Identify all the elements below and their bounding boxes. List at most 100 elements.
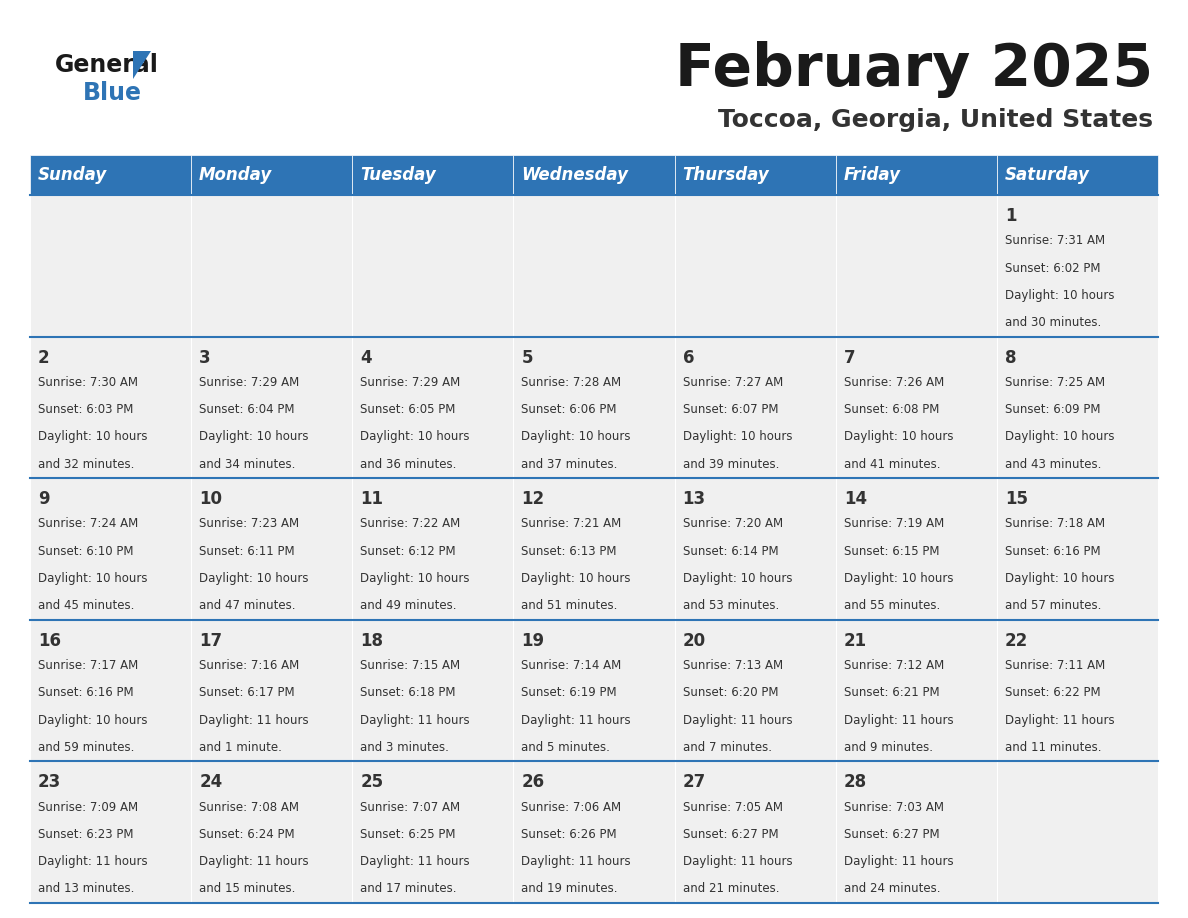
Text: Sunrise: 7:19 AM: Sunrise: 7:19 AM bbox=[843, 518, 944, 531]
Text: Daylight: 10 hours: Daylight: 10 hours bbox=[200, 431, 309, 443]
Text: 20: 20 bbox=[683, 632, 706, 650]
Text: Sunrise: 7:24 AM: Sunrise: 7:24 AM bbox=[38, 518, 138, 531]
Text: Sunrise: 7:28 AM: Sunrise: 7:28 AM bbox=[522, 375, 621, 389]
Text: Sunrise: 7:16 AM: Sunrise: 7:16 AM bbox=[200, 659, 299, 672]
Text: Sunrise: 7:30 AM: Sunrise: 7:30 AM bbox=[38, 375, 138, 389]
Text: Sunset: 6:03 PM: Sunset: 6:03 PM bbox=[38, 403, 133, 416]
Text: Sunrise: 7:03 AM: Sunrise: 7:03 AM bbox=[843, 800, 943, 813]
Text: and 55 minutes.: and 55 minutes. bbox=[843, 599, 940, 612]
Bar bbox=[353, 155, 513, 195]
Text: Sunset: 6:04 PM: Sunset: 6:04 PM bbox=[200, 403, 295, 416]
Text: Daylight: 11 hours: Daylight: 11 hours bbox=[522, 856, 631, 868]
Text: Sunrise: 7:06 AM: Sunrise: 7:06 AM bbox=[522, 800, 621, 813]
Text: Sunset: 6:07 PM: Sunset: 6:07 PM bbox=[683, 403, 778, 416]
Bar bbox=[513, 478, 675, 620]
Text: 23: 23 bbox=[38, 773, 62, 791]
Text: and 53 minutes.: and 53 minutes. bbox=[683, 599, 779, 612]
Text: Daylight: 10 hours: Daylight: 10 hours bbox=[360, 572, 469, 585]
Text: Daylight: 10 hours: Daylight: 10 hours bbox=[1005, 431, 1114, 443]
Text: Daylight: 10 hours: Daylight: 10 hours bbox=[360, 431, 469, 443]
Text: Sunset: 6:14 PM: Sunset: 6:14 PM bbox=[683, 544, 778, 558]
Text: Daylight: 10 hours: Daylight: 10 hours bbox=[683, 572, 792, 585]
Text: Sunset: 6:16 PM: Sunset: 6:16 PM bbox=[38, 687, 133, 700]
Text: Sunrise: 7:27 AM: Sunrise: 7:27 AM bbox=[683, 375, 783, 389]
Bar bbox=[997, 195, 1158, 337]
Text: and 43 minutes.: and 43 minutes. bbox=[1005, 458, 1101, 471]
Text: and 9 minutes.: and 9 minutes. bbox=[843, 741, 933, 754]
Bar bbox=[513, 337, 675, 478]
Bar bbox=[997, 761, 1158, 903]
Text: Sunset: 6:08 PM: Sunset: 6:08 PM bbox=[843, 403, 939, 416]
Text: Daylight: 11 hours: Daylight: 11 hours bbox=[843, 856, 953, 868]
Text: and 30 minutes.: and 30 minutes. bbox=[1005, 316, 1101, 329]
Text: and 37 minutes.: and 37 minutes. bbox=[522, 458, 618, 471]
Text: and 15 minutes.: and 15 minutes. bbox=[200, 882, 296, 895]
Text: 18: 18 bbox=[360, 632, 384, 650]
Text: and 59 minutes.: and 59 minutes. bbox=[38, 741, 134, 754]
Bar bbox=[353, 337, 513, 478]
Text: 15: 15 bbox=[1005, 490, 1028, 509]
Text: 26: 26 bbox=[522, 773, 544, 791]
Bar bbox=[191, 620, 353, 761]
Bar bbox=[353, 478, 513, 620]
Text: Sunrise: 7:07 AM: Sunrise: 7:07 AM bbox=[360, 800, 461, 813]
Text: and 1 minute.: and 1 minute. bbox=[200, 741, 282, 754]
Bar bbox=[835, 620, 997, 761]
Text: 16: 16 bbox=[38, 632, 61, 650]
Bar bbox=[835, 761, 997, 903]
Text: 9: 9 bbox=[38, 490, 50, 509]
Text: Sunrise: 7:15 AM: Sunrise: 7:15 AM bbox=[360, 659, 461, 672]
Text: and 21 minutes.: and 21 minutes. bbox=[683, 882, 779, 895]
Bar bbox=[675, 337, 835, 478]
Text: and 24 minutes.: and 24 minutes. bbox=[843, 882, 940, 895]
Text: and 45 minutes.: and 45 minutes. bbox=[38, 599, 134, 612]
Text: Daylight: 10 hours: Daylight: 10 hours bbox=[1005, 289, 1114, 302]
Text: and 32 minutes.: and 32 minutes. bbox=[38, 458, 134, 471]
Text: 17: 17 bbox=[200, 632, 222, 650]
Text: Blue: Blue bbox=[83, 81, 143, 105]
Text: Sunset: 6:26 PM: Sunset: 6:26 PM bbox=[522, 828, 617, 841]
Text: Friday: Friday bbox=[843, 166, 901, 184]
Bar bbox=[835, 337, 997, 478]
Text: and 57 minutes.: and 57 minutes. bbox=[1005, 599, 1101, 612]
Bar bbox=[997, 478, 1158, 620]
Text: Sunrise: 7:05 AM: Sunrise: 7:05 AM bbox=[683, 800, 783, 813]
Text: Daylight: 11 hours: Daylight: 11 hours bbox=[360, 713, 470, 726]
Bar bbox=[191, 155, 353, 195]
Bar bbox=[191, 761, 353, 903]
Bar bbox=[191, 337, 353, 478]
Text: 21: 21 bbox=[843, 632, 867, 650]
Bar bbox=[30, 337, 191, 478]
Text: Daylight: 11 hours: Daylight: 11 hours bbox=[843, 713, 953, 726]
Text: Sunset: 6:13 PM: Sunset: 6:13 PM bbox=[522, 544, 617, 558]
Bar bbox=[997, 155, 1158, 195]
Text: Toccoa, Georgia, United States: Toccoa, Georgia, United States bbox=[718, 108, 1154, 132]
Bar bbox=[675, 761, 835, 903]
Text: and 3 minutes.: and 3 minutes. bbox=[360, 741, 449, 754]
Text: 8: 8 bbox=[1005, 349, 1017, 366]
Bar bbox=[191, 195, 353, 337]
Text: Sunrise: 7:21 AM: Sunrise: 7:21 AM bbox=[522, 518, 621, 531]
Bar bbox=[835, 478, 997, 620]
Text: Sunset: 6:24 PM: Sunset: 6:24 PM bbox=[200, 828, 295, 841]
Text: Daylight: 11 hours: Daylight: 11 hours bbox=[360, 856, 470, 868]
Bar bbox=[30, 155, 191, 195]
Text: Sunrise: 7:17 AM: Sunrise: 7:17 AM bbox=[38, 659, 138, 672]
Text: 22: 22 bbox=[1005, 632, 1028, 650]
Text: 28: 28 bbox=[843, 773, 867, 791]
Text: Sunrise: 7:29 AM: Sunrise: 7:29 AM bbox=[200, 375, 299, 389]
Text: Sunrise: 7:08 AM: Sunrise: 7:08 AM bbox=[200, 800, 299, 813]
Bar bbox=[353, 761, 513, 903]
Bar bbox=[30, 620, 191, 761]
Bar bbox=[835, 155, 997, 195]
Text: Sunrise: 7:22 AM: Sunrise: 7:22 AM bbox=[360, 518, 461, 531]
Text: Sunset: 6:19 PM: Sunset: 6:19 PM bbox=[522, 687, 617, 700]
Text: and 13 minutes.: and 13 minutes. bbox=[38, 882, 134, 895]
Text: Sunset: 6:15 PM: Sunset: 6:15 PM bbox=[843, 544, 940, 558]
Text: Sunset: 6:10 PM: Sunset: 6:10 PM bbox=[38, 544, 133, 558]
Text: General: General bbox=[55, 53, 159, 77]
Text: 11: 11 bbox=[360, 490, 384, 509]
Bar bbox=[997, 620, 1158, 761]
Text: Sunset: 6:11 PM: Sunset: 6:11 PM bbox=[200, 544, 295, 558]
Text: and 49 minutes.: and 49 minutes. bbox=[360, 599, 456, 612]
